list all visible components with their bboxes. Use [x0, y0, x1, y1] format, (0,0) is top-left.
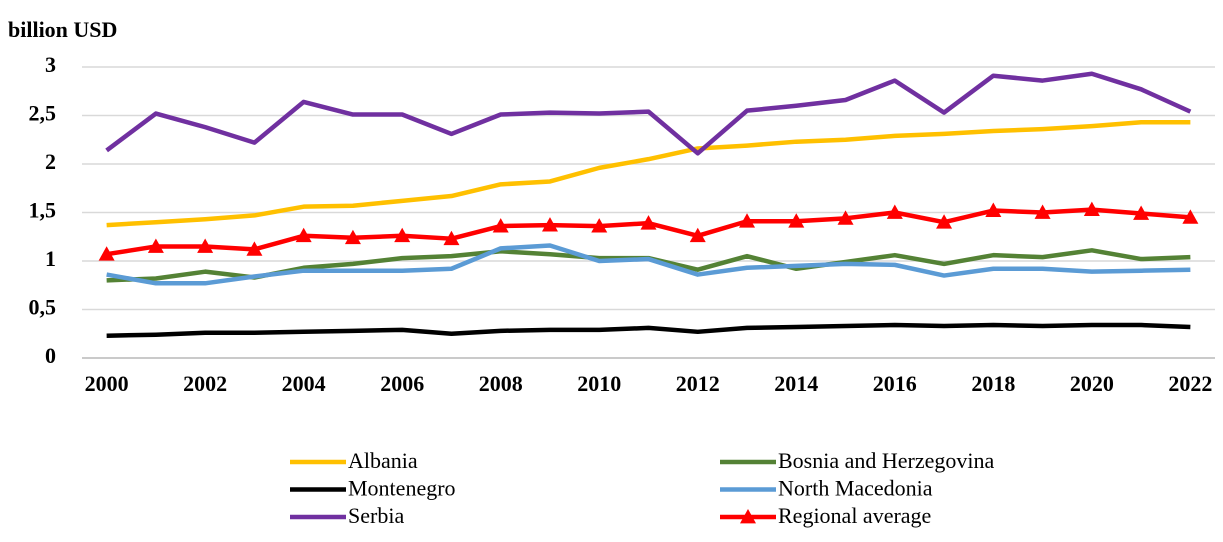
legend-label: Regional average	[778, 503, 931, 528]
marker	[147, 238, 164, 253]
y-axis-label: billion USD	[8, 17, 117, 42]
x-tick-label: 2006	[380, 371, 424, 396]
marker	[541, 217, 558, 232]
legend-label: Montenegro	[348, 476, 456, 501]
legend-label: Serbia	[348, 503, 404, 528]
x-tick-label: 2008	[479, 371, 523, 396]
marker	[443, 230, 460, 246]
y-tick-label: 1,5	[29, 198, 57, 223]
marker	[344, 229, 361, 245]
y-tick-label: 3	[45, 52, 56, 77]
legend-label: Bosnia and Herzegovina	[778, 448, 994, 473]
x-tick-label: 2020	[1070, 371, 1114, 396]
marker	[98, 246, 115, 261]
marker	[1034, 204, 1051, 219]
y-tick-label: 1	[45, 246, 56, 271]
marker	[197, 238, 214, 253]
x-tick-label: 2014	[774, 371, 818, 396]
x-tick-label: 2004	[282, 371, 326, 396]
marker	[936, 214, 953, 229]
marker	[394, 227, 411, 243]
marker	[1133, 205, 1150, 220]
marker	[295, 227, 312, 243]
series-line	[106, 243, 1191, 286]
series-line	[106, 322, 1191, 338]
marker	[492, 218, 509, 233]
x-tick-label: 2022	[1168, 371, 1212, 396]
marker	[788, 213, 805, 228]
marker	[739, 213, 756, 228]
marker	[689, 227, 706, 243]
marker	[1083, 201, 1100, 216]
marker	[985, 202, 1002, 217]
x-tick-label: 2012	[676, 371, 720, 396]
y-tick-label: 2	[45, 149, 56, 174]
marker	[640, 215, 657, 230]
y-tick-label: 2,5	[29, 101, 57, 126]
marker	[837, 210, 854, 225]
legend-marker	[740, 509, 756, 524]
legend-label: Albania	[348, 448, 418, 473]
x-tick-label: 2010	[577, 371, 621, 396]
y-tick-label: 0	[45, 343, 56, 368]
marker	[246, 241, 263, 256]
marker	[886, 204, 903, 219]
legend-label: North Macedonia	[778, 476, 933, 501]
series-line	[106, 120, 1191, 228]
x-tick-label: 2002	[183, 371, 227, 396]
x-tick-label: 2000	[85, 371, 129, 396]
series-line	[105, 71, 1192, 156]
x-tick-label: 2018	[971, 371, 1015, 396]
x-tick-label: 2016	[873, 371, 917, 396]
marker	[1182, 209, 1199, 224]
y-tick-label: 0,5	[29, 295, 57, 320]
marker	[591, 218, 608, 233]
